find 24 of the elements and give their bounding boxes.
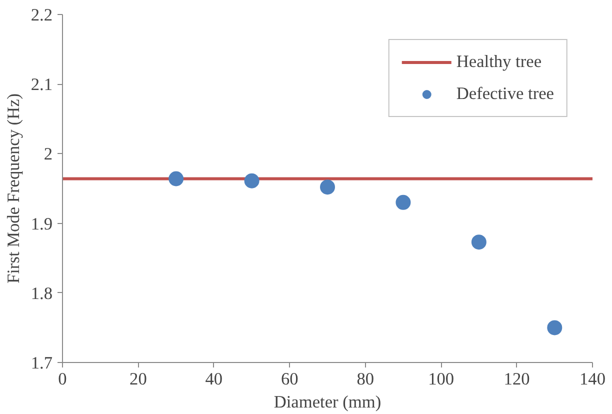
y-axis-title: First Mode Frequency (Hz) (4, 93, 23, 284)
x-axis-title: Diameter (mm) (274, 392, 382, 412)
y-tick-label: 1.9 (30, 214, 53, 234)
y-tick-label: 2 (44, 144, 53, 164)
x-tick-label: 60 (280, 370, 298, 388)
x-tick-label: 100 (428, 370, 454, 388)
legend-label: Healthy tree (456, 52, 542, 72)
point (547, 320, 562, 336)
y-tick-label: 2.1 (30, 75, 53, 94)
x-tick-label: 0 (58, 370, 67, 388)
x-tick-label: 120 (504, 370, 530, 388)
y-tick-label: 1.8 (30, 284, 53, 303)
x-tick-label: 140 (580, 370, 606, 388)
point (168, 171, 184, 186)
legend-label: Defective tree (456, 84, 554, 104)
point (471, 234, 486, 250)
x-tick-label: 40 (205, 370, 223, 388)
point (244, 173, 260, 188)
x-tick-label: 20 (130, 370, 147, 388)
y-tick-label: 1.7 (30, 354, 53, 372)
y-tick-label: 2.2 (30, 6, 53, 24)
x-tick-label: 80 (356, 370, 374, 388)
point (396, 194, 411, 210)
point (320, 180, 335, 195)
